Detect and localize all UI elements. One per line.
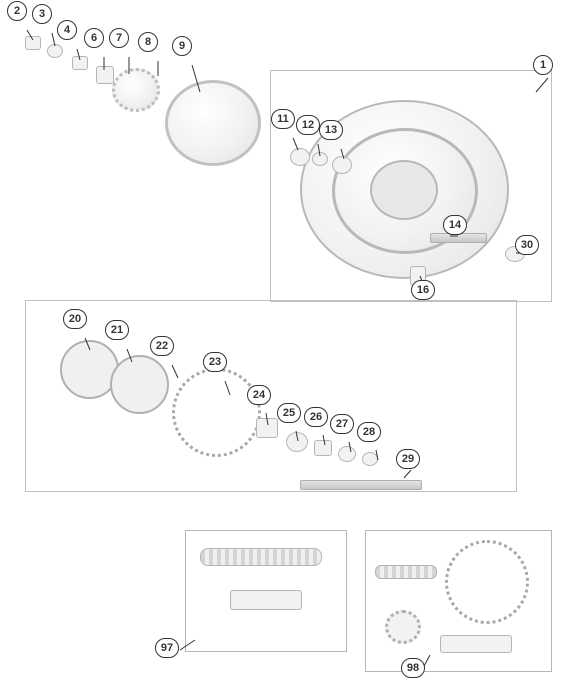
callout-25: 25 [277, 403, 301, 423]
callout-97: 97 [155, 638, 179, 658]
callout-16: 16 [411, 280, 435, 300]
kit-b-chain [375, 565, 437, 579]
sprocket-bolts [256, 418, 278, 438]
chain-kit-a [200, 548, 322, 566]
callout-7: 7 [109, 28, 129, 48]
rear-sprocket [172, 368, 261, 457]
exploded-diagram: { "diagram": { "type": "exploded technic… [0, 0, 570, 684]
callout-12: 12 [296, 115, 320, 135]
kit-b-bits [440, 635, 512, 653]
callout-14: 14 [443, 215, 467, 235]
callout-29: 29 [396, 449, 420, 469]
circlip [312, 152, 328, 166]
callout-2: 2 [7, 1, 27, 21]
kit-b-front-sprocket [385, 610, 421, 644]
callout-4: 4 [57, 20, 77, 40]
callout-13: 13 [319, 120, 343, 140]
callout-3: 3 [32, 4, 52, 24]
nut [25, 36, 41, 50]
spacer-2 [314, 440, 332, 456]
abs-ring [112, 68, 160, 112]
callout-8: 8 [138, 32, 158, 52]
callout-21: 21 [105, 320, 129, 340]
sprocket-carrier [110, 355, 169, 414]
callout-27: 27 [330, 414, 354, 434]
kit-b-sprocket [445, 540, 529, 624]
kit-a-bits [230, 590, 302, 610]
callout-22: 22 [150, 336, 174, 356]
bearing [332, 156, 352, 174]
callout-30: 30 [515, 235, 539, 255]
bolt-set [96, 66, 114, 84]
callout-11: 11 [271, 109, 295, 129]
washer [47, 44, 63, 58]
seal [290, 148, 310, 166]
callout-98: 98 [401, 658, 425, 678]
bearing-2 [286, 432, 308, 452]
callout-20: 20 [63, 309, 87, 329]
washer-2 [362, 452, 378, 466]
callout-1: 1 [533, 55, 553, 75]
callout-23: 23 [203, 352, 227, 372]
spacer [72, 56, 88, 70]
callout-28: 28 [357, 422, 381, 442]
rear-axle [300, 480, 422, 490]
callout-24: 24 [247, 385, 271, 405]
callout-6: 6 [84, 28, 104, 48]
seal-2 [338, 446, 356, 462]
brake-disc [165, 80, 261, 166]
callout-26: 26 [304, 407, 328, 427]
callout-9: 9 [172, 36, 192, 56]
